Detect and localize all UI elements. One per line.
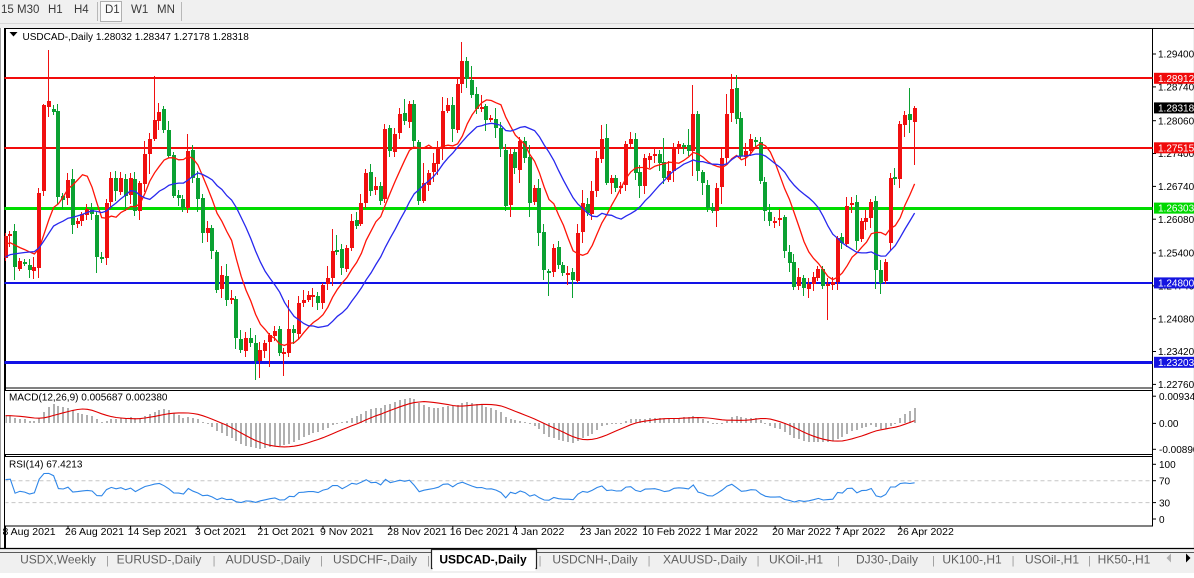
svg-text:1.24800: 1.24800 [1158, 279, 1194, 290]
svg-text:|: | [539, 555, 542, 567]
svg-text:20 Mar 2022: 20 Mar 2022 [772, 526, 831, 538]
svg-text:1.28740: 1.28740 [1158, 83, 1194, 94]
svg-text:|: | [1012, 555, 1015, 567]
svg-text:26 Apr 2022: 26 Apr 2022 [897, 526, 954, 538]
svg-text:1.23420: 1.23420 [1158, 347, 1194, 358]
svg-text:RSI(14) 67.4213: RSI(14) 67.4213 [9, 460, 83, 471]
svg-text:USDX,Weekly: USDX,Weekly [20, 553, 96, 567]
svg-text:10 Feb 2022: 10 Feb 2022 [642, 526, 701, 538]
svg-text:UKOil-,H1: UKOil-,H1 [769, 553, 823, 567]
svg-text:DJ30-,Daily: DJ30-,Daily [856, 553, 918, 567]
svg-text:|: | [648, 555, 651, 567]
svg-text:7 Apr 2022: 7 Apr 2022 [835, 526, 886, 538]
svg-text:W1: W1 [131, 4, 148, 16]
svg-text:H1: H1 [48, 4, 63, 16]
svg-text:|: | [837, 555, 840, 567]
svg-text:14 Sep 2021: 14 Sep 2021 [128, 526, 188, 538]
svg-text:USDCAD-,Daily: USDCAD-,Daily [439, 553, 527, 567]
svg-text:0.00: 0.00 [1159, 419, 1179, 430]
svg-text:1.24080: 1.24080 [1158, 314, 1194, 325]
svg-text:USDCHF-,Daily: USDCHF-,Daily [333, 553, 417, 567]
svg-text:MN: MN [157, 4, 175, 16]
svg-text:1.28912: 1.28912 [1158, 74, 1194, 85]
svg-text:HK50-,H1: HK50-,H1 [1098, 553, 1151, 567]
svg-text:D1: D1 [105, 4, 120, 16]
svg-text:|: | [1088, 555, 1091, 567]
svg-text:26 Aug 2021: 26 Aug 2021 [65, 526, 124, 538]
svg-text:8 Aug 2021: 8 Aug 2021 [3, 526, 56, 538]
svg-text:21 Oct 2021: 21 Oct 2021 [257, 526, 314, 538]
svg-text:|: | [757, 555, 760, 567]
svg-text:16 Dec 2021: 16 Dec 2021 [450, 526, 510, 538]
svg-text:0.009345: 0.009345 [1159, 392, 1194, 403]
svg-text:|: | [932, 555, 935, 567]
svg-text:|: | [213, 555, 216, 567]
svg-text:AUDUSD-,Daily: AUDUSD-,Daily [226, 553, 311, 567]
svg-text:1 Mar 2022: 1 Mar 2022 [705, 526, 758, 538]
svg-text:100: 100 [1159, 460, 1176, 471]
svg-text:-0.008902: -0.008902 [1159, 445, 1194, 456]
svg-text:1.29400: 1.29400 [1158, 50, 1194, 61]
svg-text:1.27400: 1.27400 [1158, 149, 1194, 160]
svg-text:1.28318: 1.28318 [1158, 104, 1194, 115]
svg-text:4 Jan 2022: 4 Jan 2022 [512, 526, 564, 538]
svg-text:|: | [106, 555, 109, 567]
svg-text:1.22760: 1.22760 [1158, 380, 1194, 391]
svg-text:1.28060: 1.28060 [1158, 116, 1194, 127]
svg-text:USOil-,H1: USOil-,H1 [1025, 553, 1079, 567]
svg-text:M30: M30 [17, 4, 39, 16]
svg-text:1.25400: 1.25400 [1158, 249, 1194, 260]
svg-text:28 Nov 2021: 28 Nov 2021 [387, 526, 447, 538]
svg-text:1.27515: 1.27515 [1158, 143, 1194, 154]
svg-text:9 Nov 2021: 9 Nov 2021 [320, 526, 374, 538]
svg-text:15: 15 [1, 4, 14, 16]
svg-text:23 Jan 2022: 23 Jan 2022 [580, 526, 638, 538]
svg-text:USDCNH-,Daily: USDCNH-,Daily [552, 553, 637, 567]
svg-text:30: 30 [1159, 498, 1171, 509]
svg-text:USDCAD-,Daily 1.28032 1.28347: USDCAD-,Daily 1.28032 1.28347 1.27178 1.… [23, 32, 250, 43]
svg-text:1.23203: 1.23203 [1158, 358, 1194, 369]
svg-text:EURUSD-,Daily: EURUSD-,Daily [117, 553, 202, 567]
svg-text:UK100-,H1: UK100-,H1 [942, 553, 1002, 567]
svg-text:1.26080: 1.26080 [1158, 215, 1194, 226]
svg-text:|: | [427, 555, 430, 567]
svg-text:0: 0 [1159, 515, 1165, 526]
svg-text:H4: H4 [74, 4, 89, 16]
svg-text:3 Oct 2021: 3 Oct 2021 [195, 526, 247, 538]
svg-text:MACD(12,26,9) 0.005687 0.00238: MACD(12,26,9) 0.005687 0.002380 [9, 393, 168, 404]
svg-text:70: 70 [1159, 477, 1171, 488]
svg-text:1.26740: 1.26740 [1158, 182, 1194, 193]
svg-text:1.26303: 1.26303 [1158, 204, 1194, 215]
svg-text:|: | [320, 555, 323, 567]
svg-text:XAUUSD-,Daily: XAUUSD-,Daily [663, 553, 747, 567]
